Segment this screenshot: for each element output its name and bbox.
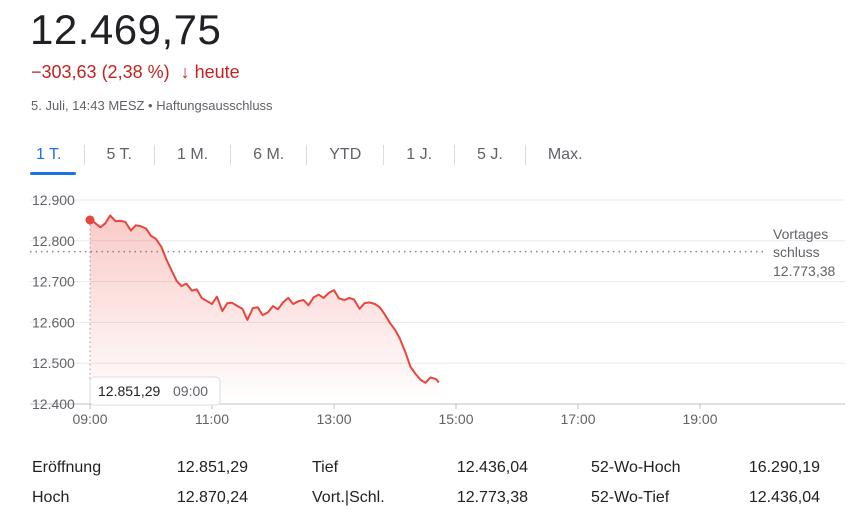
stat-value-52w-low: 12.436,04 [748, 489, 820, 506]
tab-divider [154, 145, 155, 165]
tab-divider [383, 145, 385, 165]
stat-label-low: Tief [312, 459, 339, 476]
tab-1-year[interactable]: 1 J. [406, 146, 433, 163]
y-tick-label: 12.600 [32, 314, 75, 330]
x-tick-label: 13:00 [316, 411, 351, 427]
tab-1-month[interactable]: 1 M. [177, 146, 209, 163]
x-tick-label: 11:00 [195, 411, 229, 427]
previous-close-label: schluss [773, 244, 820, 260]
x-tick-label: 09:00 [72, 411, 107, 427]
y-tick-label: 12.400 [32, 396, 75, 412]
tab-max[interactable]: Max. [547, 146, 583, 163]
hover-point [85, 215, 95, 225]
x-tick-label: 15:00 [438, 411, 473, 427]
previous-close-value: 12.773,38 [773, 263, 835, 279]
x-tick-label: 17:00 [560, 411, 595, 427]
previous-close-label: Vortages [773, 226, 828, 242]
tab-divider [524, 145, 526, 165]
chart-series [89, 214, 440, 404]
stat-value-high: 12.870,24 [176, 489, 248, 506]
price-line [89, 214, 440, 384]
tab-5-days[interactable]: 5 T. [106, 146, 133, 163]
tab-divider [306, 145, 308, 165]
price-change-value: −303,63 (2,38 %) [31, 62, 170, 82]
tooltip-time: 09:00 [173, 383, 208, 399]
price-change-period: heute [194, 62, 240, 82]
stat-label-high: Hoch [32, 489, 70, 506]
tab-divider [83, 145, 85, 165]
stat-value-open: 12.851,29 [176, 459, 248, 476]
price-change: −303,63 (2,38 %) ↓ heute [31, 61, 240, 83]
index-price: 12.469,75 [30, 6, 222, 53]
timestamp-disclaimer[interactable]: 5. Juli, 14:43 MESZ • Haftungsausschluss [31, 98, 273, 113]
tab-1-day[interactable]: 1 T. [30, 141, 84, 175]
stat-value-low: 12.436,04 [456, 459, 528, 476]
tab-6-months[interactable]: 6 M. [253, 146, 285, 163]
stat-label-52w-low: 52-Wo-Tief [591, 489, 670, 506]
tab-ytd[interactable]: YTD [329, 146, 362, 163]
stat-value-prev-close: 12.773,38 [456, 489, 528, 506]
price-area [90, 215, 439, 404]
chart-tooltip-layer: 12.851,29 09:00 [85, 215, 221, 406]
tooltip-box [89, 376, 221, 406]
stat-label-52w-high: 52-Wo-Hoch [591, 459, 681, 476]
y-tick-label: 12.900 [32, 192, 75, 208]
stat-value-52w-high: 16.290,19 [748, 459, 820, 476]
y-tick-label: 12.700 [32, 274, 75, 290]
price-chart[interactable]: Vortages schluss 12.773,38 12.900 12.800 12.… [0, 180, 857, 440]
stat-label-prev-close: Vort.|Schl. [312, 489, 385, 506]
tooltip-value: 12.851,29 [98, 383, 160, 399]
y-tick-label: 12.800 [32, 233, 75, 249]
tab-divider [454, 145, 456, 165]
arrow-down-icon: ↓ [180, 62, 190, 82]
x-tick-label: 19:00 [682, 411, 717, 427]
tab-divider [230, 145, 232, 165]
stat-label-open: Eröffnung [32, 459, 102, 476]
chart-axes: 12.90012.80012.70012.60012.50012.40009:0… [32, 192, 718, 427]
tab-5-years[interactable]: 5 J. [477, 146, 503, 163]
time-range-tabs: 1 T. 5 T. 1 M. 6 M. YTD 1 J. 5 J. Max. [30, 138, 605, 175]
y-tick-label: 12.500 [32, 355, 75, 371]
